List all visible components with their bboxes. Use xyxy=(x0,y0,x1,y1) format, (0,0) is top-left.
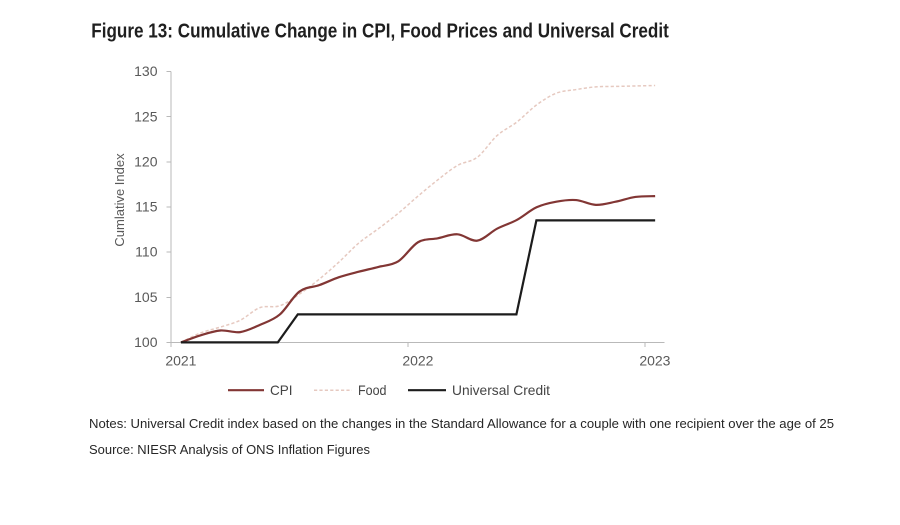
svg-text:Cumlative Index: Cumlative Index xyxy=(112,153,127,247)
svg-text:CPI: CPI xyxy=(270,382,293,398)
svg-text:2021: 2021 xyxy=(165,352,196,368)
svg-text:125: 125 xyxy=(134,108,158,124)
svg-text:Source: NIESR Analysis of ONS: Source: NIESR Analysis of ONS Inflation … xyxy=(89,442,370,457)
svg-text:110: 110 xyxy=(135,244,158,260)
svg-text:120: 120 xyxy=(134,153,158,169)
svg-text:Notes: Universal Credit index: Notes: Universal Credit index based on t… xyxy=(89,416,834,431)
svg-text:2023: 2023 xyxy=(639,352,670,368)
svg-text:Food: Food xyxy=(358,382,387,398)
svg-text:Universal Credit: Universal Credit xyxy=(452,382,550,398)
svg-text:130: 130 xyxy=(134,63,158,79)
svg-text:2022: 2022 xyxy=(402,352,433,368)
svg-text:Figure 13: Cumulative Change i: Figure 13: Cumulative Change in CPI, Foo… xyxy=(91,20,669,42)
svg-text:115: 115 xyxy=(135,199,158,215)
svg-text:100: 100 xyxy=(134,334,158,350)
svg-text:105: 105 xyxy=(134,289,158,305)
